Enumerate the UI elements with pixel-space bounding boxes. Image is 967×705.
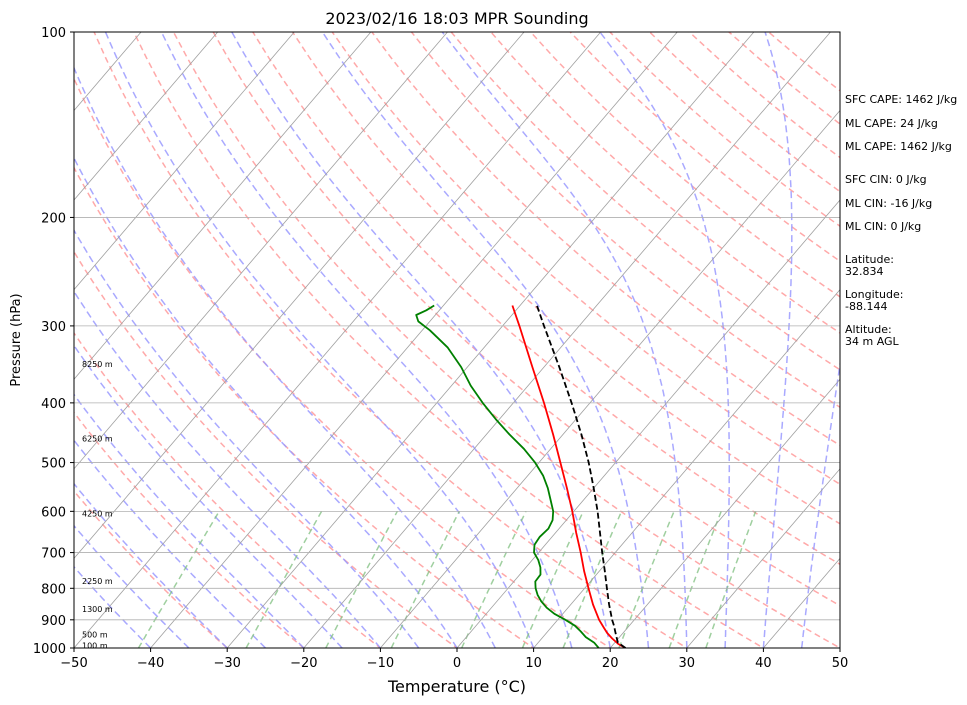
moist-adiabat — [231, 32, 611, 648]
ml-cape-text: ML CAPE: 24 J/kg — [845, 117, 938, 130]
dry-adiabat — [74, 76, 612, 648]
y-tick-label: 800 — [41, 582, 66, 597]
dry-adiabat — [410, 32, 840, 409]
height-label: 100 m — [82, 641, 108, 650]
dry-adiabat — [530, 32, 840, 298]
y-tick-label: 300 — [41, 320, 66, 335]
sfc-cape-text: SFC CAPE: 1462 J/kg — [845, 93, 958, 106]
isotherm-line — [303, 32, 831, 648]
moist-adiabat — [160, 32, 573, 648]
chart-title: 2023/02/16 18:03 MPR Sounding — [325, 9, 588, 28]
isotherm-line — [456, 199, 840, 648]
moist-adiabat — [74, 228, 420, 648]
isotherm-line — [74, 32, 372, 380]
x-axis-ticks: −50 −40 −30 −20 −10 0 10 20 30 40 50 — [60, 648, 848, 671]
height-label: 2250 m — [82, 577, 113, 586]
moist-adiabat — [321, 32, 650, 648]
dry-adiabat — [74, 166, 535, 648]
dry-adiabat — [172, 32, 840, 648]
isotherm-line — [74, 32, 218, 201]
x-axis-label: Temperature (°C) — [387, 677, 526, 696]
y-axis-label: Pressure (hPa) — [9, 293, 24, 386]
height-label: 500 m — [82, 630, 108, 639]
moist-adiabat — [74, 524, 190, 648]
moist-adiabat — [74, 156, 458, 648]
sfc-cin-text: SFC CIN: 0 J/kg — [845, 173, 927, 186]
dry-adiabat — [93, 32, 689, 648]
y-tick-label: 900 — [41, 614, 66, 629]
moist-adiabat — [599, 32, 731, 648]
isotherm-line — [74, 32, 525, 560]
isotherm-line — [74, 32, 295, 291]
longitude-text: Longitude: -88.144 — [845, 288, 904, 313]
height-label: 6250 m — [82, 435, 113, 444]
x-tick-label: 20 — [602, 656, 619, 671]
mixing-ratio-line — [137, 510, 220, 648]
isotherm-line — [609, 378, 840, 648]
isotherm-line — [74, 32, 601, 648]
y-tick-label: 600 — [41, 505, 66, 520]
mixing-ratio-line — [245, 510, 323, 648]
series-line-2 — [536, 305, 627, 648]
moist-adiabat — [74, 482, 228, 648]
isotherm-line — [380, 109, 840, 648]
dry-adiabat — [371, 32, 840, 447]
y-tick-label: 500 — [41, 457, 66, 472]
x-tick-label: −40 — [137, 656, 164, 671]
moist-adiabat — [74, 565, 152, 648]
isotherm-line — [686, 468, 840, 648]
isotherm-line — [150, 32, 678, 648]
moist-adiabat — [762, 32, 793, 648]
isotherm-line — [533, 289, 840, 648]
sounding-series — [415, 304, 627, 648]
y-tick-label: 400 — [41, 397, 66, 412]
ml-cin-text: ML CIN: -16 J/kg — [845, 197, 933, 210]
moist-adiabat — [74, 290, 381, 648]
x-tick-label: −30 — [213, 656, 240, 671]
x-tick-label: 30 — [679, 656, 696, 671]
y-axis-ticks: 1000 900 800 700 600 500 400 300 200 100 — [33, 26, 74, 657]
dry-adiabat — [450, 32, 840, 371]
height-label: 1300 m — [82, 605, 113, 614]
dry-adiabat — [133, 32, 765, 648]
moist-adiabat — [104, 32, 535, 648]
latitude-text: Latitude: 32.834 — [845, 253, 894, 278]
x-tick-label: 10 — [525, 656, 542, 671]
isotherm-line — [74, 32, 448, 470]
x-tick-label: −10 — [367, 656, 394, 671]
height-label: 4250 m — [82, 510, 113, 519]
moist-adiabat — [74, 439, 267, 648]
series-line-0 — [511, 305, 626, 648]
moist-adiabat — [441, 32, 688, 648]
ml-cape-text-2: ML CAPE: 1462 J/kg — [845, 140, 952, 153]
isotherm-line — [226, 32, 755, 648]
y-tick-label: 100 — [41, 26, 66, 41]
series-line-1 — [415, 304, 600, 648]
altitude-text: Altitude: 34 m AGL — [845, 323, 899, 348]
height-label: 8250 m — [82, 360, 113, 369]
dry-adiabat — [212, 32, 840, 607]
y-tick-label: 1000 — [33, 642, 66, 657]
height-labels: 100 m 500 m 1300 m 2250 m 4250 m 6250 m 8250 m — [82, 360, 113, 650]
y-tick-label: 200 — [41, 211, 66, 226]
mixing-ratio-line — [325, 510, 398, 648]
dry-adiabat — [74, 489, 229, 648]
x-tick-label: 0 — [453, 656, 461, 671]
moist-adiabat — [74, 65, 496, 648]
moist-adiabat — [74, 393, 305, 648]
moist-adiabat — [74, 344, 343, 648]
x-tick-label: −20 — [290, 656, 317, 671]
x-tick-label: −50 — [60, 656, 87, 671]
ml-cin-text-2: ML CIN: 0 J/kg — [845, 220, 922, 233]
mixing-ratio-line — [390, 510, 460, 648]
y-tick-label: 700 — [41, 547, 66, 562]
x-tick-label: 50 — [832, 656, 849, 671]
x-tick-label: 40 — [755, 656, 772, 671]
